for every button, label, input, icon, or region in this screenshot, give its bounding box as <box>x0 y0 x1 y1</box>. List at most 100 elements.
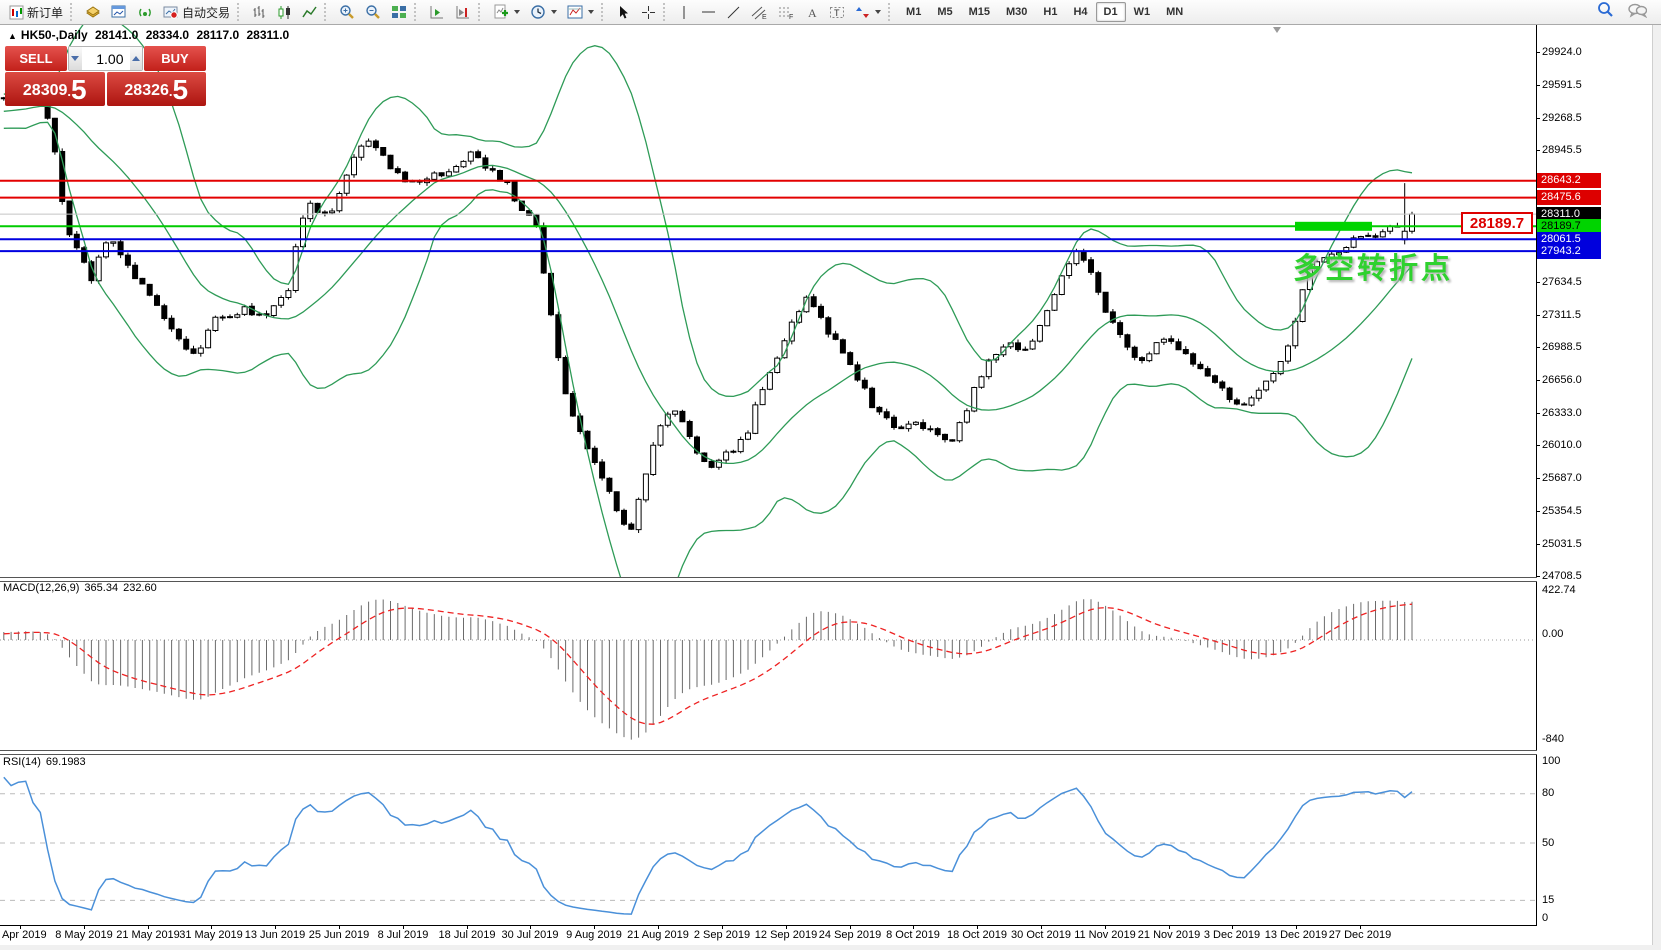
buy-button[interactable]: BUY <box>144 46 206 71</box>
rsi-name: RSI(14) <box>3 756 41 768</box>
crosshair-tool-button[interactable] <box>636 1 661 24</box>
sell-price-main: 28309 <box>22 82 68 99</box>
date-label[interactable]: 11 Nov 2019 <box>1074 929 1136 941</box>
turning-point-annotation[interactable]: 多空转折点 <box>1293 253 1454 285</box>
charts-window-button[interactable] <box>106 1 132 24</box>
candlestick-icon <box>277 5 292 20</box>
date-label[interactable]: 2 Sep 2019 <box>693 929 751 941</box>
sell-button[interactable]: SELL <box>5 46 67 71</box>
timeframe-m30[interactable]: M30 <box>1006 6 1028 18</box>
date-label[interactable]: 24 Sep 2019 <box>818 929 882 941</box>
sell-price-sep: . <box>67 84 72 99</box>
dropdown-caret <box>514 10 521 14</box>
date-label[interactable]: 21 May 2019 <box>116 929 180 941</box>
date-label[interactable]: 5 Apr 2019 <box>0 929 47 941</box>
sell-price-button[interactable]: 28309. 5 <box>5 72 105 106</box>
timeframe-d1[interactable]: D1 <box>1095 2 1126 22</box>
date-label[interactable]: 21 Aug 2019 <box>627 929 689 941</box>
date-label[interactable]: 12 Sep 2019 <box>754 929 818 941</box>
toolbar-separator <box>601 3 607 21</box>
toolbar-separator <box>663 3 669 21</box>
volume-stepper <box>68 46 143 71</box>
date-label[interactable]: 8 Jul 2019 <box>377 929 429 941</box>
macd-signal-value: 232.60 <box>123 582 157 594</box>
date-label[interactable]: 13 Dec 2019 <box>1264 929 1328 941</box>
periods-button[interactable] <box>525 1 562 24</box>
volume-input[interactable] <box>81 47 130 70</box>
date-label[interactable]: 13 Jun 2019 <box>244 929 306 941</box>
svg-text:F: F <box>789 14 793 20</box>
price-tickmark <box>1536 150 1540 151</box>
buy-price-button[interactable]: 28326. 5 <box>106 72 206 106</box>
volume-decrease-button[interactable] <box>69 47 82 70</box>
date-tickmark <box>594 925 595 929</box>
date-label[interactable]: 30 Jul 2019 <box>501 929 559 941</box>
cursor-tool-button[interactable] <box>611 1 636 24</box>
one-click-toggle-icon[interactable]: ▲ <box>8 31 17 41</box>
price-annotation-label[interactable]: 28189.7 <box>1461 212 1533 234</box>
svg-text:A: A <box>808 6 817 20</box>
price-tick-label: 28945.5 <box>1542 144 1582 156</box>
price-tag-28189.7: 28189.7 <box>1537 219 1601 234</box>
date-label[interactable]: 18 Oct 2019 <box>947 929 1007 941</box>
volume-increase-button[interactable] <box>129 47 142 70</box>
timeframe-m1[interactable]: M1 <box>906 6 922 18</box>
arrows-tool-button[interactable] <box>850 1 886 24</box>
date-label[interactable]: 21 Nov 2019 <box>1137 929 1201 941</box>
pane-separator[interactable] <box>0 577 1537 582</box>
tile-windows-button[interactable] <box>386 1 412 24</box>
date-tickmark <box>148 925 149 929</box>
timeframe-mn[interactable]: MN <box>1166 6 1184 18</box>
indicators-button[interactable] <box>488 1 525 24</box>
timeframe-h1[interactable]: H1 <box>1043 6 1058 18</box>
vertical-line-tool-button[interactable] <box>673 1 696 24</box>
horizontal-line-objects[interactable] <box>0 179 1536 253</box>
label-tool-button[interactable]: T <box>824 1 850 24</box>
signal-icon-button[interactable] <box>132 1 158 24</box>
chart-shift-button[interactable] <box>450 1 476 24</box>
price-tick-label: 25687.0 <box>1542 472 1582 484</box>
price-tickmark <box>1536 576 1540 577</box>
pane-separator[interactable] <box>0 750 1537 755</box>
timeframe-m15[interactable]: M15 <box>968 6 990 18</box>
highlight-rectangle[interactable] <box>1295 221 1372 231</box>
trendline-tool-button[interactable] <box>721 1 746 24</box>
date-label[interactable]: 27 Dec 2019 <box>1328 929 1392 941</box>
ohlc-high: 28334.0 <box>145 28 190 42</box>
date-label[interactable]: 30 Oct 2019 <box>1011 929 1071 941</box>
horizontal-line-tool-button[interactable] <box>696 1 721 24</box>
timeframe-h4[interactable]: H4 <box>1073 6 1088 18</box>
zoom-in-button[interactable] <box>334 1 360 24</box>
chart-shift-marker[interactable] <box>1273 27 1281 33</box>
fibonacci-tool-button[interactable]: F <box>773 1 800 24</box>
date-label[interactable]: 8 May 2019 <box>55 929 113 941</box>
price-tickmark <box>1536 478 1540 479</box>
text-tool-button[interactable]: A <box>800 1 824 24</box>
date-label[interactable]: 9 Aug 2019 <box>566 929 622 941</box>
chat-icon[interactable] <box>1628 2 1648 23</box>
date-label[interactable]: 3 Dec 2019 <box>1203 929 1261 941</box>
search-icon[interactable] <box>1597 1 1614 23</box>
zoom-out-button[interactable] <box>360 1 386 24</box>
toolbar-separator <box>414 3 420 21</box>
channel-tool-button[interactable]: E <box>746 1 773 24</box>
candlestick-mode-button[interactable] <box>272 1 297 24</box>
date-label[interactable]: 25 Jun 2019 <box>308 929 370 941</box>
date-label[interactable]: 18 Jul 2019 <box>438 929 496 941</box>
price-tick-label: 29591.5 <box>1542 79 1582 91</box>
date-tickmark <box>658 925 659 929</box>
new-order-button[interactable]: 新订单 <box>4 1 68 24</box>
templates-icon <box>567 4 583 20</box>
ohlc-low: 28117.0 <box>196 28 240 42</box>
line-chart-mode-button[interactable] <box>297 1 322 24</box>
timeframe-w1[interactable]: W1 <box>1133 6 1151 18</box>
date-label[interactable]: 31 May 2019 <box>179 929 243 941</box>
autotrading-button[interactable]: 自动交易 <box>158 1 235 24</box>
timeframe-m5[interactable]: M5 <box>937 6 953 18</box>
templates-button[interactable] <box>562 1 599 24</box>
funds-button[interactable] <box>80 1 106 24</box>
bar-chart-mode-button[interactable] <box>247 1 272 24</box>
auto-scroll-button[interactable] <box>424 1 450 24</box>
chart-legend: ▲ HK50-,Daily 28141.0 28334.0 28117.0 283… <box>8 28 293 42</box>
date-label[interactable]: 8 Oct 2019 <box>886 929 940 941</box>
